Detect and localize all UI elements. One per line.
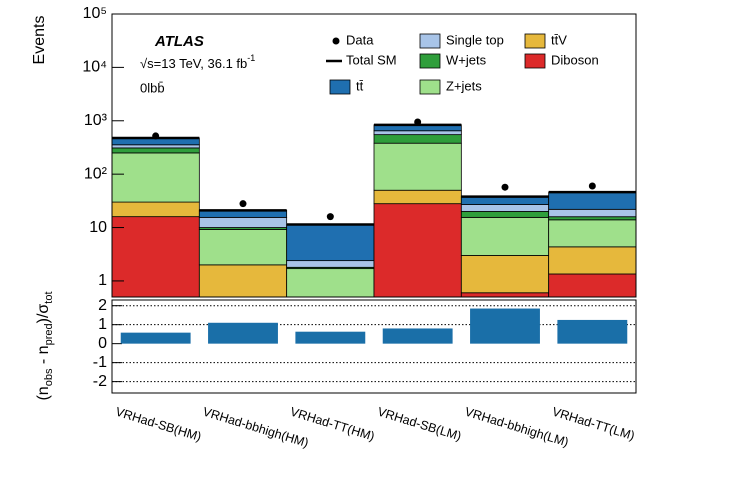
legend-label: Z+jets (446, 78, 482, 93)
legend-label: Single top (446, 32, 504, 47)
lbl: (n (35, 386, 52, 400)
stack-segment (286, 260, 375, 268)
stack-segment (460, 292, 550, 298)
stack-segment (460, 216, 550, 256)
legend-swatch (524, 53, 546, 69)
ratio-bar (295, 331, 366, 344)
ratio-bar (557, 319, 628, 344)
legend-label: tt̄V (551, 32, 567, 47)
stack-segment (373, 142, 462, 191)
ratio-frame (111, 299, 637, 394)
y-tick-label: 10² (84, 165, 108, 182)
legend-swatch (329, 79, 351, 95)
stack-segment (373, 203, 462, 298)
ratio-axis-label: (nobs - npred)/σtot (35, 291, 55, 400)
stack-segment (111, 147, 200, 154)
y-tick-label: 2 (98, 297, 107, 314)
y-tick-label: 10⁵ (83, 5, 107, 22)
ratio-bar (208, 322, 278, 344)
stack-segment (460, 204, 550, 212)
lbl: pred (43, 323, 55, 345)
x-tick-label: VRHad-SB(HM) (114, 405, 203, 444)
y-tick-label: 10⁴ (82, 59, 107, 76)
stack-segment (111, 216, 200, 298)
energy-label: √s=13 TeV, 36.1 fb-1 (140, 53, 255, 71)
energy-text: √s=13 TeV, 36.1 fb (140, 56, 247, 71)
data-point (152, 132, 160, 140)
stack-segment (286, 268, 375, 298)
y-tick-label: -1 (93, 354, 107, 371)
stack-segment (198, 264, 288, 298)
legend-swatch (524, 33, 546, 49)
stack-segment (548, 191, 637, 210)
y-axis-label: Events (31, 16, 48, 65)
data-point (501, 183, 509, 191)
stack-segment (198, 216, 288, 228)
y-tick-label: 10³ (84, 112, 108, 129)
stack-segment (548, 246, 637, 275)
y-tick-label: -2 (93, 373, 107, 390)
stack-segment (198, 229, 288, 266)
legend-label: Diboson (551, 52, 599, 67)
stack-segment (460, 255, 550, 294)
stack-segment (111, 144, 200, 149)
stack-segment (460, 211, 550, 218)
y-tick-label: 0 (98, 335, 107, 352)
stack-segment (548, 219, 637, 248)
y-tick-label: 1 (98, 272, 107, 289)
legend-label: Total SM (346, 52, 397, 67)
ratio-bar (120, 332, 191, 344)
energy-sup: -1 (247, 53, 255, 63)
legend-label: Data (346, 32, 374, 47)
stack-segment (111, 152, 200, 203)
stack-segment (548, 273, 637, 298)
main-frame (111, 13, 637, 298)
lbl: )/σ (35, 304, 52, 324)
atlas-label: ATLAS (154, 33, 204, 50)
stack-segment (373, 134, 462, 144)
data-point (414, 118, 422, 126)
stack-segment (286, 224, 375, 262)
data-point (588, 182, 596, 190)
lbl: obs (43, 368, 55, 386)
y-tick-label: 10 (89, 219, 107, 236)
ratio-bar (470, 308, 540, 344)
y-tick-label: 1 (98, 316, 107, 333)
data-point (239, 200, 247, 208)
stack-segment (373, 130, 462, 136)
lbl: tot (43, 291, 55, 303)
stack-segment (373, 189, 462, 205)
stack-segment (548, 216, 637, 221)
legend-swatch (419, 79, 441, 95)
legend-label: tt̄ (356, 78, 364, 93)
stack-segment (548, 208, 637, 218)
stack-segment (111, 201, 200, 218)
region-label: 0lbb̄ (140, 80, 165, 95)
ratio-bar (382, 328, 453, 344)
legend-label: W+jets (446, 52, 487, 67)
legend-marker (332, 37, 340, 45)
lbl: - n (35, 345, 52, 368)
legend-swatch (419, 53, 441, 69)
data-point (326, 213, 334, 221)
x-tick-label: VRHad-SB(LM) (376, 405, 463, 444)
legend-swatch (419, 33, 441, 49)
